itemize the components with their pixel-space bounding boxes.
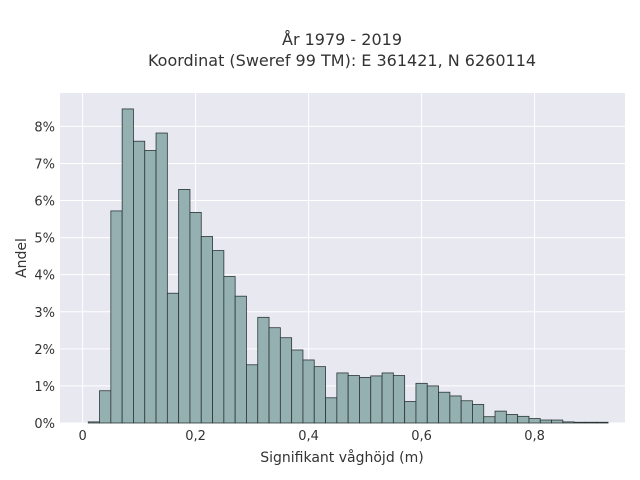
histogram-bar — [279, 337, 293, 424]
chart-title-line-2: Koordinat (Sweref 99 TM): E 361421, N 62… — [148, 51, 536, 70]
histogram-bar — [438, 391, 451, 424]
x-tick-label: 0,2 — [185, 429, 206, 444]
x-tick-label: 0 — [78, 429, 86, 444]
bars — [87, 108, 609, 424]
histogram-bar — [596, 421, 609, 424]
histogram-bar — [472, 404, 485, 424]
tick-labels: 0 0,2 0,4 0,6 0,8 0% 1% 2% 3% 4% 5% 6% 7% 8% — [34, 120, 545, 444]
histogram-bar — [449, 395, 462, 424]
histogram-bar — [562, 421, 575, 424]
histogram-bar — [144, 150, 157, 424]
histogram-bar — [539, 419, 552, 424]
histogram-bar — [223, 276, 236, 424]
y-axis-title: Andel — [14, 238, 30, 278]
histogram-bar — [155, 132, 168, 424]
y-tick-label: 2% — [34, 343, 55, 358]
histogram-bar — [415, 382, 428, 424]
histogram-bar — [370, 375, 383, 424]
histogram-bar — [200, 236, 213, 424]
histogram-bar — [234, 295, 247, 424]
x-tick-label: 0,6 — [411, 429, 432, 444]
histogram-bar — [505, 414, 519, 424]
histogram-bar — [212, 250, 225, 424]
histogram-bar — [528, 418, 541, 424]
histogram-bar — [483, 416, 496, 424]
y-tick-label: 6% — [34, 195, 55, 210]
x-tick-label: 0,8 — [524, 429, 545, 444]
histogram-bar — [178, 189, 191, 424]
histogram-bar — [133, 140, 146, 424]
chart-title-line-1: År 1979 - 2019 — [282, 30, 402, 49]
y-tick-label: 8% — [34, 120, 55, 135]
histogram-bar — [392, 375, 406, 424]
histogram-bar — [121, 108, 134, 424]
histogram-bar — [359, 376, 372, 424]
histogram-bar — [99, 390, 112, 424]
y-tick-label: 5% — [34, 232, 55, 247]
histogram-bar — [494, 410, 507, 424]
histogram-bar — [189, 211, 202, 424]
x-axis-title: Signifikant våghöjd (m) — [260, 449, 423, 466]
histogram-bar — [246, 364, 259, 424]
histogram-bar — [257, 316, 270, 424]
y-tick-label: 3% — [34, 306, 55, 321]
y-tick-label: 4% — [34, 269, 55, 284]
histogram-bar — [302, 359, 315, 424]
histogram-bar — [551, 419, 564, 424]
y-tick-label: 1% — [34, 380, 55, 395]
histogram-bar — [87, 421, 100, 424]
histogram-bar — [426, 385, 439, 424]
histogram-bar — [404, 401, 417, 424]
histogram-bar — [268, 327, 281, 424]
histogram-bar — [347, 375, 360, 424]
histogram-bar — [517, 415, 530, 424]
histogram-bar — [336, 372, 349, 424]
histogram-bar — [573, 421, 586, 424]
histogram-bar — [166, 292, 180, 424]
histogram-bar — [585, 421, 598, 424]
histogram-bar — [313, 366, 326, 424]
histogram-bar — [291, 349, 304, 424]
y-tick-label: 0% — [34, 417, 55, 432]
histogram-bar — [381, 372, 394, 424]
histogram-bar — [110, 210, 123, 424]
histogram-bar — [460, 400, 473, 424]
x-tick-label: 0,4 — [298, 429, 319, 444]
histogram-bar — [325, 397, 338, 424]
y-tick-label: 7% — [34, 157, 55, 172]
